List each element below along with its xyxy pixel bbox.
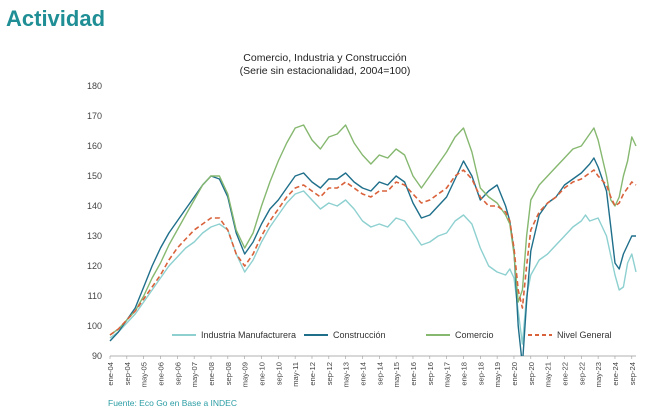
x-tick-label: sep-12	[325, 362, 334, 385]
x-tick-label: sep-18	[476, 362, 485, 385]
x-tick-label: may-13	[342, 362, 351, 387]
x-tick-label: may-21	[544, 362, 553, 387]
source-note: Fuente: Eco Go en Base a INDEC	[108, 398, 237, 408]
x-tick-label: may-05	[140, 362, 149, 387]
x-tick-label: sep-06	[173, 362, 182, 385]
series-line-2	[109, 124, 637, 336]
chart-subtitle: (Serie sin estacionalidad, 2004=100)	[239, 65, 411, 77]
legend-label: Comercio	[455, 330, 494, 340]
x-tick-label: ene-08	[207, 362, 216, 386]
y-tick-label: 120	[87, 261, 102, 271]
x-tick-label: may-19	[493, 362, 502, 387]
y-tick-label: 130	[87, 231, 102, 241]
x-tick-label: ene-24	[611, 362, 620, 386]
x-tick-label: ene-20	[510, 362, 519, 386]
series-line-3	[109, 169, 637, 336]
chart-title: Comercio, Industria y Construcción	[243, 52, 407, 64]
y-tick-label: 110	[88, 291, 102, 301]
y-tick-label: 100	[87, 321, 102, 331]
y-tick-label: 140	[87, 201, 102, 211]
x-tick-label: may-15	[392, 362, 401, 387]
x-tick-label: sep-08	[224, 362, 233, 385]
y-tick-label: 90	[92, 351, 102, 361]
y-tick-label: 150	[87, 171, 102, 181]
x-tick-label: ene-16	[409, 362, 418, 386]
x-tick-label: sep-04	[123, 362, 132, 385]
legend-label: Industria Manufacturera	[201, 330, 296, 340]
y-axis: 90 100 110 120 130 140 150 160 170 180	[87, 81, 102, 361]
x-tick-label: ene-18	[459, 362, 468, 386]
x-tick-label: ene-12	[308, 362, 317, 386]
x-tick-label: sep-16	[426, 362, 435, 385]
x-tick-label: sep-10	[274, 362, 283, 385]
x-tick-label: sep-22	[577, 362, 586, 385]
legend-label: Construcción	[333, 330, 386, 340]
x-tick-label: may-11	[291, 362, 300, 387]
series-layer	[109, 124, 637, 356]
x-axis: ene-04 sep-04 may-05 ene-06 sep-06 may-07 ene-…	[106, 355, 637, 387]
legend: Industria Manufacturera Construcción Comer…	[172, 330, 612, 340]
legend-label: Nivel General	[557, 330, 612, 340]
y-tick-label: 160	[87, 141, 102, 151]
x-tick-label: may-09	[241, 362, 250, 387]
series-line-0	[109, 190, 637, 345]
x-tick-label: may-17	[443, 362, 452, 387]
x-tick-label: ene-06	[156, 362, 165, 386]
x-tick-label: ene-22	[560, 362, 569, 386]
x-tick-label: ene-10	[257, 362, 266, 386]
x-tick-label: may-23	[594, 362, 603, 387]
x-tick-label: may-07	[190, 362, 199, 387]
x-tick-label: sep-14	[375, 362, 384, 385]
x-tick-label: ene-14	[358, 362, 367, 386]
x-tick-label: sep-24	[628, 362, 637, 385]
x-tick-label: sep-20	[527, 362, 536, 385]
x-tick-label: ene-04	[106, 362, 115, 386]
y-tick-label: 180	[87, 81, 102, 91]
slide-title: Actividad	[6, 6, 106, 31]
y-tick-label: 170	[87, 111, 102, 121]
